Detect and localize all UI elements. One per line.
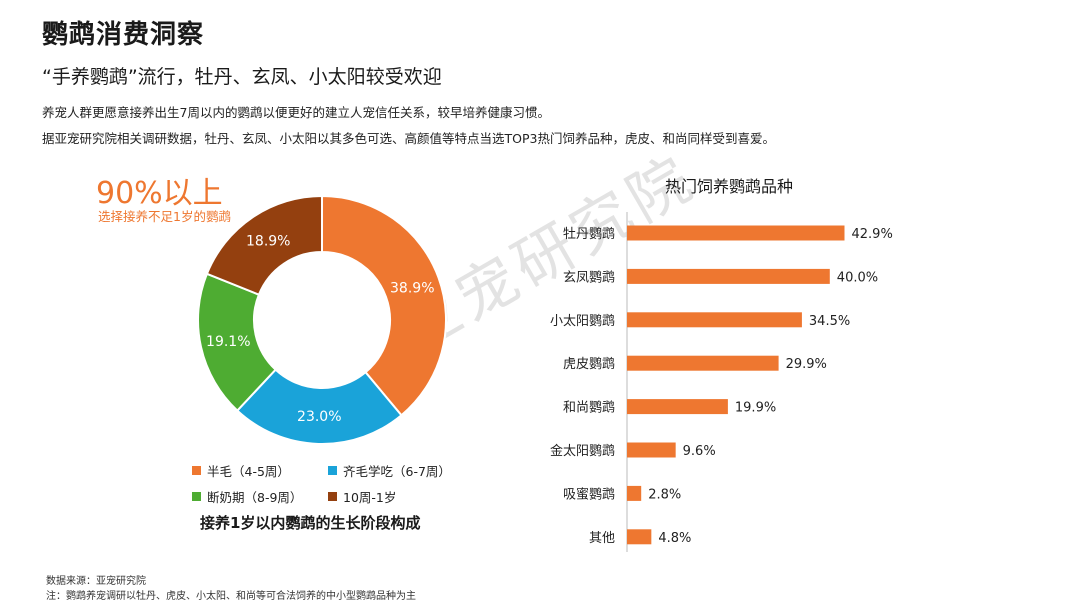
bar-1 [627, 268, 830, 284]
bar-4 [627, 399, 728, 415]
donut-slice-0 [321, 194, 447, 417]
bar-value-label-1: 40.0% [837, 270, 878, 285]
legend-swatch [328, 492, 337, 501]
bar-7 [627, 529, 652, 545]
bar-category-label-0: 牡丹鹦鹉 [563, 227, 615, 242]
bar-value-label-7: 4.8% [658, 531, 691, 546]
page-subtitle: “手养鹦鹉”流行，牡丹、玄凤、小太阳较受欢迎 [42, 66, 442, 88]
bar-value-label-3: 29.9% [786, 357, 827, 372]
bar-category-label-2: 小太阳鹦鹉 [550, 314, 615, 329]
footer-source: 数据来源：亚宠研究院 [46, 576, 146, 587]
donut-slice-1 [235, 368, 403, 445]
bar-category-label-6: 吸蜜鹦鹉 [563, 487, 615, 502]
legend-label: 齐毛学吃（6-7周） [343, 464, 451, 479]
legend-swatch [192, 492, 201, 501]
bar-category-label-5: 金太阳鹦鹉 [550, 443, 615, 459]
legend-item-0: 半毛（4-5周） [192, 461, 290, 480]
bar-category-label-3: 虎皮鹦鹉 [563, 357, 615, 372]
bar-category-label-4: 和尚鹦鹉 [563, 401, 615, 416]
bar-value-label-6: 2.8% [648, 487, 681, 502]
legend-label: 断奶期（8-9周） [207, 490, 303, 505]
bar-value-label-5: 9.6% [683, 444, 716, 459]
bar-value-label-0: 42.9% [852, 227, 893, 242]
legend-swatch [328, 466, 337, 475]
bar-value-label-2: 34.5% [809, 314, 850, 329]
donut-slice-label-2: 19.1% [206, 334, 250, 350]
bar-0 [627, 225, 845, 241]
legend-item-2: 断奶期（8-9周） [192, 487, 302, 506]
legend-swatch [192, 466, 201, 475]
bar-category-label-1: 玄凤鹦鹉 [563, 270, 615, 285]
bar-3 [627, 355, 779, 371]
bar-chart: 牡丹鹦鹉 42.9% 玄凤鹦鹉 40.0% 小太阳鹦鹉 34.5% 虎皮鹦鹉 29.9% 和尚鹦… [550, 212, 893, 552]
donut-slice-3 [205, 194, 323, 296]
highlight-stat: 90%以上 [96, 176, 223, 211]
bar-6 [627, 485, 642, 501]
donut-chart: 38.9% 23.0% 19.1% 18.9% [197, 194, 447, 445]
donut-slice-label-3: 18.9% [246, 233, 290, 249]
footer-note: 注：鹦鹉养宠调研以牡丹、虎皮、小太阳、和尚等可合法饲养的中小型鹦鹉品种为主 [46, 591, 416, 602]
bar-2 [627, 312, 802, 328]
donut-chart-title: 接养1岁以内鹦鹉的生长阶段构成 [200, 514, 421, 532]
legend-label: 10周-1岁 [343, 490, 397, 505]
donut-slice-2 [197, 272, 277, 413]
donut-slice-label-0: 38.9% [390, 280, 434, 296]
bar-5 [627, 442, 676, 458]
bar-value-label-4: 19.9% [735, 401, 776, 416]
legend-label: 半毛（4-5周） [207, 464, 290, 479]
highlight-stat-caption: 选择接养不足1岁的鹦鹉 [98, 209, 231, 224]
legend-item-1: 齐毛学吃（6-7周） [328, 461, 451, 480]
donut-slice-label-1: 23.0% [297, 409, 341, 425]
description-line-2: 据亚宠研究院相关调研数据，牡丹、玄凤、小太阳以其多色可选、高颜值等特点当选TOP… [42, 131, 775, 146]
legend-item-3: 10周-1岁 [328, 487, 396, 506]
description-line-1: 养宠人群更愿意接养出生7周以内的鹦鹉以便更好的建立人宠信任关系，较早培养健康习惯… [42, 105, 550, 120]
bar-category-label-7: 其他 [589, 531, 615, 546]
bar-chart-title: 热门饲养鹦鹉品种 [665, 177, 794, 196]
page-title: 鹦鹉消费洞察 [42, 20, 205, 50]
